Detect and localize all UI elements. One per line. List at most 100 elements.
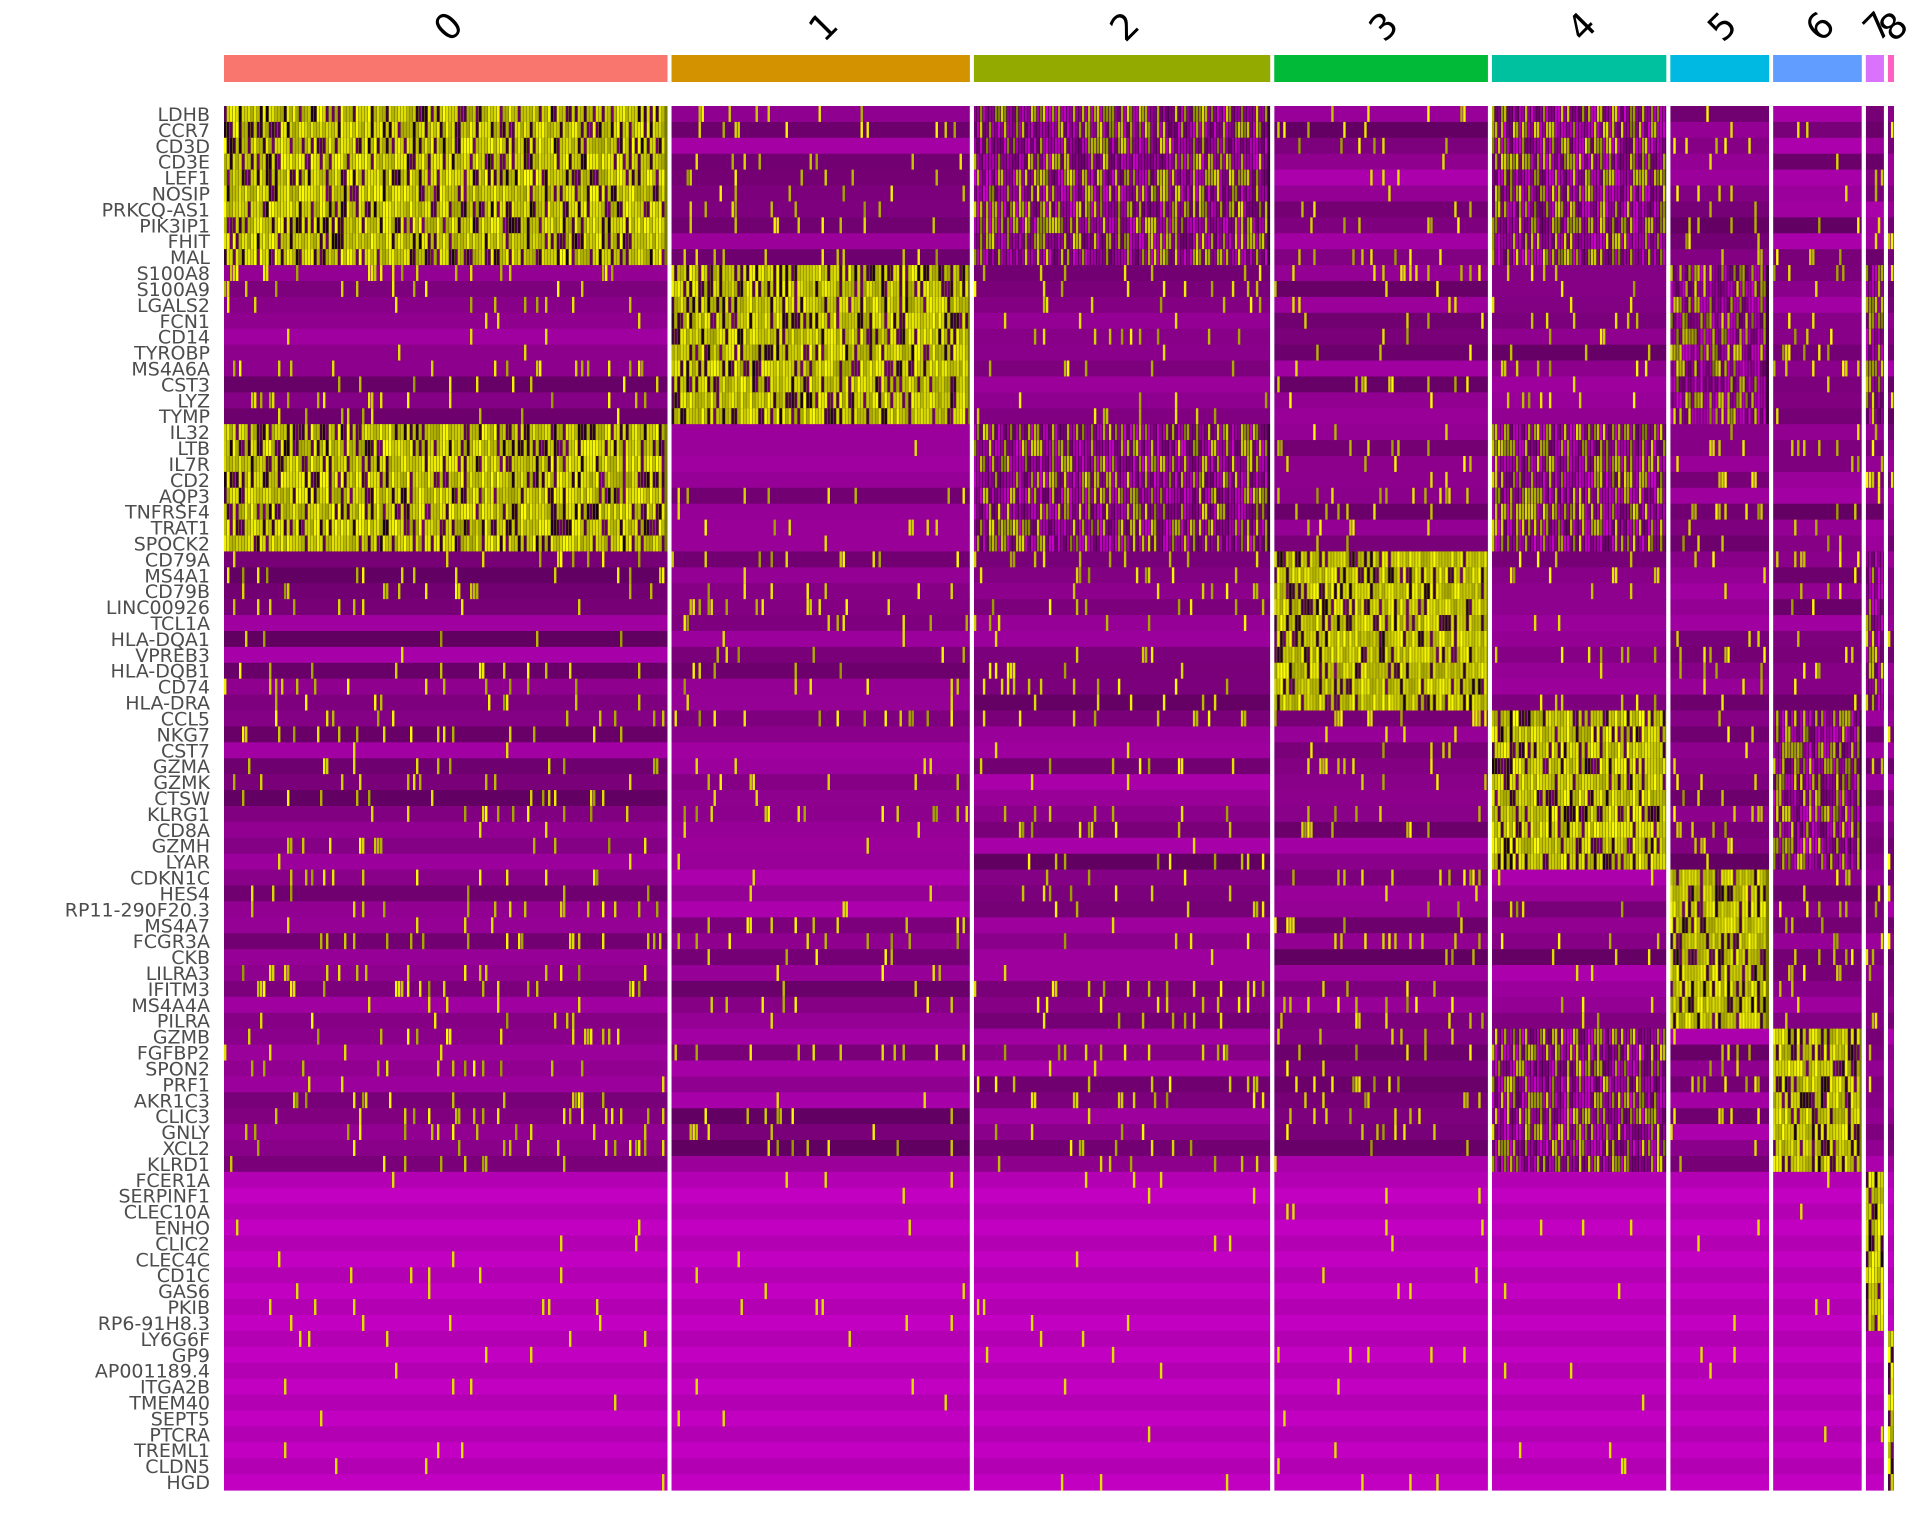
heatmap-cell: [1527, 137, 1531, 155]
heatmap-cell: [1730, 185, 1733, 203]
heatmap-cell: [1724, 265, 1727, 282]
heatmap-cell: [1845, 185, 1848, 203]
heatmap-cell: [617, 249, 620, 266]
heatmap-cell: [725, 296, 728, 314]
heatmap-cell: [587, 249, 590, 266]
heatmap-cell: [1581, 249, 1585, 266]
heatmap-cell: [686, 265, 689, 282]
heatmap-cell: [1051, 153, 1055, 171]
heatmap-cell: [677, 280, 680, 298]
heatmap-cell: [707, 344, 710, 362]
heatmap-cell: [1201, 185, 1205, 203]
heatmap-cell: [764, 280, 767, 298]
heatmap-cell: [1246, 217, 1250, 234]
heatmap-cell: [1051, 106, 1055, 123]
heatmap-cell: [374, 153, 377, 171]
heatmap-cell: [1192, 137, 1196, 155]
heatmap-cell: [653, 185, 656, 203]
heatmap-cell: [749, 280, 752, 298]
heatmap-cell: [815, 265, 818, 282]
heatmap-cell: [527, 137, 530, 155]
heatmap-cell: [1611, 106, 1615, 123]
heatmap-cell: [1391, 376, 1394, 393]
heatmap-cell: [317, 201, 320, 218]
heatmap-cell: [320, 121, 323, 139]
heatmap-cell: [299, 169, 302, 187]
heatmap-cell: [1117, 217, 1121, 234]
heatmap-cell: [1204, 137, 1208, 155]
heatmap-cell: [869, 376, 872, 393]
heatmap-cell: [1880, 328, 1884, 346]
heatmap-cell: [362, 106, 365, 123]
heatmap-cell: [1676, 392, 1679, 409]
heatmap-cell: [260, 121, 263, 139]
heatmap-cell: [728, 376, 731, 393]
heatmap-cell: [794, 408, 797, 425]
heatmap-cell: [860, 344, 863, 362]
heatmap-cell: [1518, 153, 1522, 171]
heatmap-cell: [1566, 217, 1570, 234]
heatmap-cell: [479, 106, 482, 123]
heatmap-cell: [347, 201, 350, 218]
heatmap-cell: [1629, 106, 1633, 123]
heatmap-cell: [773, 376, 776, 393]
heatmap-cell: [713, 296, 716, 314]
heatmap-cell: [1147, 217, 1151, 234]
heatmap-cell: [875, 360, 878, 378]
heatmap-cell: [1066, 360, 1070, 378]
heatmap-cell: [1126, 121, 1130, 139]
heatmap-cell: [434, 137, 437, 155]
heatmap-cell: [452, 169, 455, 187]
heatmap-cell: [1009, 249, 1013, 266]
heatmap-cell: [518, 217, 521, 234]
heatmap-cell: [1877, 280, 1881, 298]
heatmap-cell: [982, 153, 986, 171]
heatmap-cell: [662, 121, 665, 139]
heatmap-cell: [515, 217, 518, 234]
heatmap-cell: [950, 265, 953, 282]
heatmap-cell: [722, 392, 725, 409]
heatmap-cell: [845, 360, 848, 378]
heatmap-cell: [782, 265, 785, 282]
heatmap-cell: [908, 296, 911, 314]
heatmap-cell: [833, 344, 836, 362]
heatmap-cell: [1063, 360, 1067, 378]
heatmap-cell: [1102, 249, 1106, 266]
heatmap-cell: [1500, 153, 1504, 171]
heatmap-cell: [1219, 217, 1223, 234]
heatmap-cell: [839, 344, 842, 362]
heatmap-cell: [1258, 121, 1262, 139]
heatmap-cell: [1530, 233, 1534, 250]
heatmap-cell: [1159, 137, 1163, 155]
heatmap-cell: [542, 137, 545, 155]
heatmap-cell: [461, 106, 464, 123]
heatmap-cell: [1096, 185, 1100, 203]
heatmap-block: [1670, 121, 1770, 139]
heatmap-cell: [1857, 217, 1860, 234]
heatmap-cell: [1132, 137, 1136, 155]
heatmap-cell: [1890, 392, 1894, 409]
heatmap-cell: [551, 217, 554, 234]
heatmap-cell: [956, 265, 959, 282]
heatmap-cell: [1093, 185, 1097, 203]
heatmap-cell: [569, 137, 572, 155]
heatmap-cell: [1545, 249, 1549, 266]
heatmap-cell: [1138, 153, 1142, 171]
heatmap-cell: [950, 280, 953, 298]
heatmap-cell: [434, 217, 437, 234]
heatmap-cell: [485, 106, 488, 123]
heatmap-cell: [1653, 137, 1657, 155]
heatmap-cell: [890, 185, 893, 203]
heatmap-cell: [1527, 233, 1531, 250]
heatmap-cell: [1117, 153, 1121, 171]
heatmap-cell: [1228, 137, 1232, 155]
heatmap-cell: [677, 408, 680, 425]
heatmap-cell: [236, 153, 239, 171]
heatmap-cell: [269, 217, 272, 234]
heatmap-cell: [1611, 201, 1615, 218]
heatmap-cell: [323, 169, 326, 187]
heatmap-cell: [404, 217, 407, 234]
heatmap-cell: [1712, 392, 1715, 409]
heatmap-cell: [767, 360, 770, 378]
heatmap-cell: [905, 296, 908, 314]
